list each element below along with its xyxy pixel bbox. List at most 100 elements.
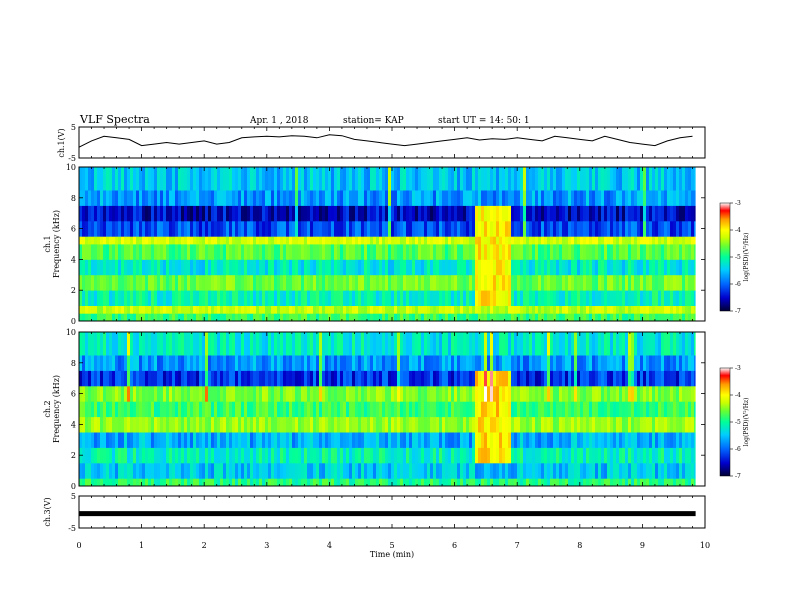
spectrogram-cell [547,313,551,322]
spectrogram-cell [442,290,446,306]
spectrogram-cell [205,236,209,245]
spectrogram-cell [598,478,602,487]
spectrogram-cell [271,416,275,433]
spectrogram-cell [178,236,182,245]
spectrogram-cell [220,447,224,464]
spectrogram-cell [196,355,200,371]
spectrogram-cell [622,220,626,237]
spectrogram-cell [262,332,266,356]
spectrogram-cell [292,370,296,387]
spectrogram-cell [79,259,83,276]
spectrogram-cell [277,274,281,291]
spectrogram-cell [256,462,260,479]
spectrogram-cell [289,313,293,322]
spectrogram-cell [88,478,92,487]
spectrogram-cell [433,447,437,464]
x-tick-label: 5 [389,541,394,550]
spectrogram-cell [337,190,341,206]
spectrogram-cell [391,244,395,260]
spectrogram-cell [397,259,401,276]
spectrogram-cell [583,236,587,245]
spectrogram-cell [538,220,542,237]
spectrogram-cell [559,313,563,322]
spectrogram-cell [421,332,425,356]
spectrogram-cell [457,236,461,245]
spectrogram-cell [520,447,524,464]
spectrogram-cell [79,478,83,487]
spectrogram-cell [85,447,89,464]
spectrogram-cell [325,332,329,356]
spectrogram-cell [160,290,164,306]
spectrogram-cell [247,244,251,260]
spectrogram-cell [625,401,629,418]
spectrogram-cell [253,236,257,245]
spectrogram-cell [460,205,464,222]
spectrogram-cell [589,205,593,222]
spectrogram-cell [451,305,455,314]
spectrogram-cell [226,355,230,371]
spectrogram-cell [541,205,545,222]
spectrogram-cell [415,401,419,418]
spectrogram-cell [619,385,623,402]
spectrogram-cell [250,478,254,487]
spectrogram-cell [217,370,221,387]
spectrogram-cell [292,385,296,402]
spectrogram-cell [346,432,350,448]
spectrogram-cell [493,370,497,387]
spectrogram-cell [448,167,452,191]
spectrogram-cell [118,274,122,291]
spectrogram-cell [451,220,455,237]
spectrogram-cell [259,290,263,306]
spectrogram-cell [190,259,194,276]
spectrogram-cell [181,401,185,418]
spectrogram-cell [337,370,341,387]
spectrogram-cell [472,416,476,433]
spectrogram-cell [565,370,569,387]
spectrogram-cell [325,416,329,433]
spectrogram-cell [604,385,608,402]
spectrogram-cell [91,305,95,314]
spectrogram-cell [202,432,206,448]
spectrogram-cell [250,205,254,222]
spectrogram-cell [430,401,434,418]
spectrogram-cell [370,385,374,402]
spectrogram-cell [610,385,614,402]
spectrogram-cell [382,355,386,371]
spectrogram-cell [577,462,581,479]
spectrogram-cell [544,290,548,306]
spectrogram-cell [376,447,380,464]
spectrogram-cell [118,190,122,206]
spectrogram-cell [211,205,215,222]
spectrogram-cell [220,313,224,322]
ch1-ylabel: ch.1(V) [57,128,66,157]
spectrogram-cell [688,355,692,371]
spectrogram-cell [685,385,689,402]
spectrogram-cell [307,305,311,314]
spectrogram-cell [376,167,380,191]
spectrogram-cell [136,332,140,356]
spectrogram-cell [595,190,599,206]
spectrogram-cell [487,370,491,387]
spectrogram-cell [544,244,548,260]
spectrogram-cell [205,447,209,464]
spectrogram-cell [397,167,401,191]
spectrogram-cell [163,478,167,487]
spectrogram-cell [547,447,551,464]
spectrogram-cell [469,432,473,448]
spectrogram-cell [586,259,590,276]
spectrogram-cell [358,432,362,448]
spectrogram-cell [316,478,320,487]
spectrogram-cell [160,236,164,245]
spectrogram-cell [133,432,137,448]
spectrogram-cell [583,274,587,291]
spectrogram-cell [142,167,146,191]
spectrogram-cell [136,220,140,237]
spectrogram-cell [442,355,446,371]
spectrogram-cell [199,244,203,260]
spectrogram-cell [514,432,518,448]
spectrogram-cell [127,205,131,222]
spectrogram-cell [532,416,536,433]
spectrogram-cell [538,432,542,448]
spectrogram-cell [355,220,359,237]
spectrogram-cell [193,259,197,276]
